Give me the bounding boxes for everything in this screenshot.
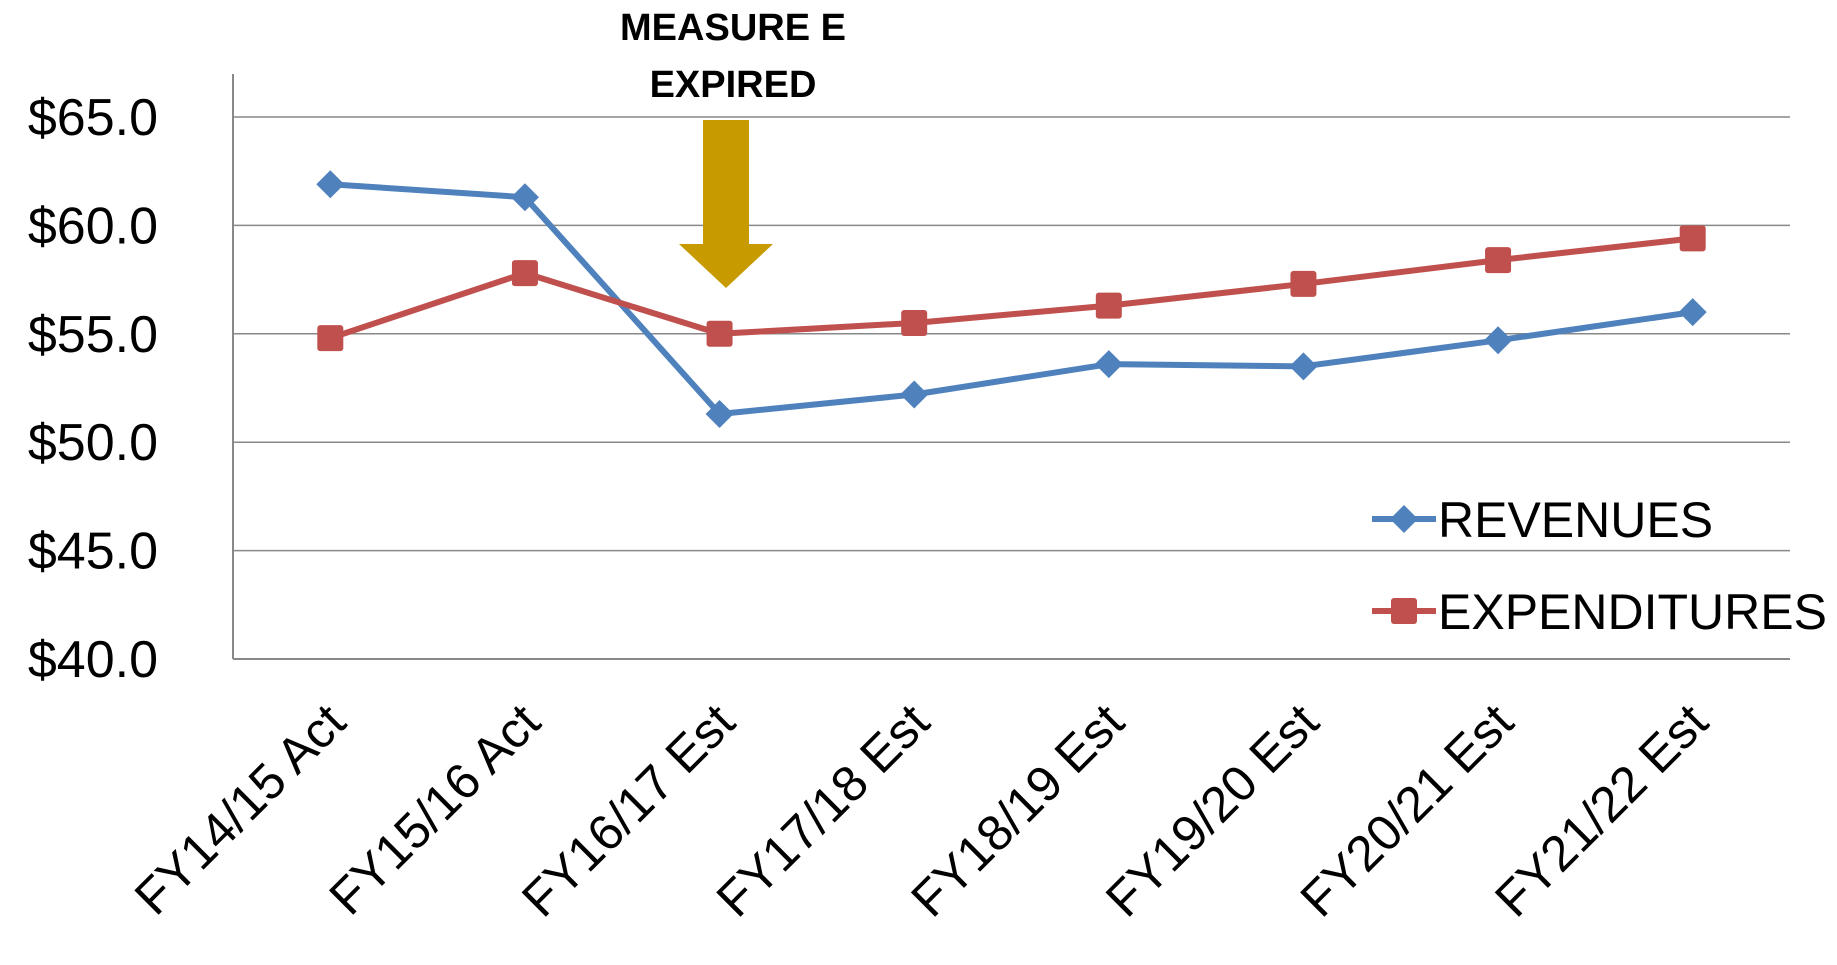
legend: REVENUES EXPENDITURES [1372,492,1827,640]
data-point [1679,225,1706,252]
data-point [900,380,929,409]
measure-e-annotation: MEASURE E EXPIRED [620,7,846,288]
annotation-arrow [679,120,773,288]
series-line [329,235,1694,341]
legend-item-revenues: REVENUES [1372,492,1713,548]
data-point [317,325,344,352]
data-point [1095,292,1122,319]
axes [232,74,1790,660]
x-tick-label: FY21/22 Est [1484,693,1718,927]
legend-label: EXPENDITURES [1438,584,1827,640]
data-point [1094,350,1123,379]
y-tick-label: $65.0 [28,89,158,147]
data-point [1290,270,1317,297]
series-revenues [316,170,1707,429]
y-tick-labels: $40.0 $45.0 $50.0 $55.0 $60.0 $65.0 [28,89,158,689]
data-point [1484,326,1513,355]
series-expenditures [317,225,1706,352]
data-point [1678,298,1707,327]
series [316,170,1707,429]
legend-item-expenditures: EXPENDITURES [1372,584,1827,640]
y-tick-label: $50.0 [28,414,158,472]
series-line [330,181,1694,418]
data-point [1289,352,1318,381]
y-tick-label: $45.0 [28,523,158,581]
data-point [510,183,539,212]
legend-marker [1390,505,1418,533]
annotation-text-line-2: EXPIRED [650,64,817,106]
data-point [705,400,734,429]
data-point [511,260,538,287]
y-tick-label: $55.0 [28,306,158,364]
legend-marker [1391,598,1417,624]
y-tick-label: $60.0 [28,197,158,255]
data-point [901,309,928,336]
legend-label: REVENUES [1438,492,1713,548]
data-point [316,170,345,199]
annotation-text-line-1: MEASURE E [620,7,846,49]
data-point [706,320,733,347]
y-tick-label: $40.0 [28,631,158,689]
gridlines [233,116,1790,552]
data-point [1485,247,1512,274]
x-tick-label: FY14/15 Act [124,693,356,925]
